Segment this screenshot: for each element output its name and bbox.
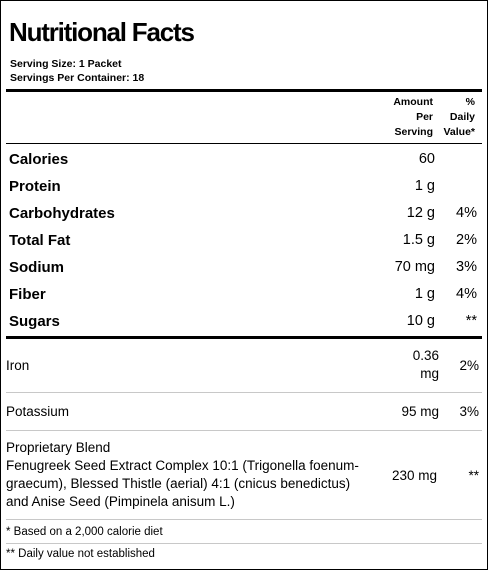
amount-per-serving-header: Amount Per Serving [393, 95, 433, 140]
servings-per-container: Servings Per Container: 18 [10, 72, 144, 84]
thick-divider [6, 89, 482, 92]
proprietary-blend-description: Proprietary Blend Fenugreek Seed Extract… [6, 439, 359, 511]
thick-divider [6, 336, 482, 339]
nutrient-name: Protein [9, 178, 61, 195]
nutrient-amount: 10 g [406, 313, 435, 329]
nutrient-dv: ** [465, 313, 477, 329]
nutrient-amount: 1.5 g [402, 232, 435, 248]
serving-size: Serving Size: 1 Packet [10, 58, 122, 70]
serving-size-value: 1 Packet [78, 58, 122, 70]
mineral-dv-iron: 2% [459, 358, 479, 373]
dv-header-line: Daily [449, 111, 475, 123]
nutrient-amount: 1 g [414, 286, 435, 302]
amount-line: 0.36 [412, 348, 439, 363]
serving-size-label: Serving Size: [10, 58, 76, 70]
nutrient-name: Sugars [9, 313, 60, 330]
nutrient-dv: 3% [456, 259, 477, 275]
blend-text-line: graecum), Blessed Thistle (aerial) 4:1 (… [6, 476, 351, 491]
nutrient-row-carbohydrates: Carbohydrates 12 g 4% [9, 201, 477, 228]
servings-per-container-label: Servings Per Container: [10, 72, 130, 84]
nutrient-row-sodium: Sodium 70 mg 3% [9, 255, 477, 282]
mineral-amount-iron: 0.36 mg [413, 347, 439, 383]
nutrient-name: Sodium [9, 259, 64, 276]
header-divider [6, 143, 482, 144]
dv-header-line: % [465, 96, 475, 108]
daily-value-header: % Daily Value* [443, 95, 475, 140]
panel-title: Nutritional Facts [9, 17, 195, 47]
mineral-name-potassium: Potassium [6, 404, 70, 419]
mineral-amount-potassium: 95 mg [401, 404, 439, 419]
dv-header-line: Value* [443, 126, 475, 138]
amount-header-line: Serving [394, 126, 433, 138]
mineral-name-iron: Iron [6, 358, 30, 373]
nutrient-row-fiber: Fiber 1 g 4% [9, 282, 477, 309]
nutrient-name: Calories [9, 151, 69, 168]
nutrient-row-calories: Calories 60 [9, 147, 477, 174]
nutrient-name: Fiber [9, 286, 46, 303]
blend-text-line: Fenugreek Seed Extract Complex 10:1 (Tri… [6, 458, 359, 473]
amount-header-line: Amount [393, 96, 433, 108]
footnote-calorie-diet: * Based on a 2,000 calorie diet [6, 526, 163, 538]
blend-dv: ** [468, 468, 479, 483]
row-divider [6, 392, 482, 393]
blend-heading: Proprietary Blend [6, 440, 111, 455]
blend-text-line: and Anise Seed (Pimpinela anisum L.) [6, 494, 235, 509]
nutrient-row-sugars: Sugars 10 g ** [9, 309, 477, 336]
mineral-dv-potassium: 3% [459, 404, 479, 419]
row-divider [6, 519, 482, 520]
nutrient-row-total-fat: Total Fat 1.5 g 2% [9, 228, 477, 255]
nutrient-dv: 2% [456, 232, 477, 248]
nutrient-amount: 1 g [414, 178, 435, 194]
amount-line: mg [420, 366, 439, 381]
row-divider [6, 543, 482, 544]
nutrient-dv: 4% [456, 205, 477, 221]
blend-amount: 230 mg [391, 468, 437, 483]
nutrient-dv: 4% [456, 286, 477, 302]
row-divider [6, 430, 482, 431]
nutrient-name: Carbohydrates [9, 205, 115, 222]
servings-per-container-value: 18 [132, 72, 145, 84]
nutrient-amount: 12 g [406, 205, 435, 221]
nutrient-amount: 70 mg [394, 259, 435, 275]
nutrient-name: Total Fat [9, 232, 71, 249]
footnote-daily-value: ** Daily value not established [6, 548, 155, 560]
nutrient-amount: 60 [418, 151, 435, 167]
nutrient-row-protein: Protein 1 g [9, 174, 477, 201]
amount-header-line: Per [416, 111, 433, 123]
